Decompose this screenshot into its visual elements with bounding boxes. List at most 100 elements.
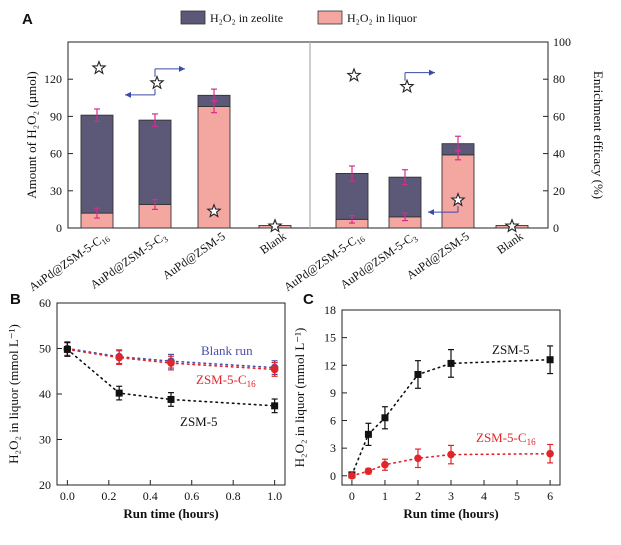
y-tick-label: 40 [39,387,51,401]
x-tick-label: 0 [349,489,355,503]
indicator-arrow-head [125,91,131,98]
y-axis-label: H₂O₂ in liquor (mmol L⁻¹) [292,328,307,468]
y2-tick-label: 60 [553,109,565,123]
y2-tick-label: 0 [553,221,559,235]
series-trend-line [66,347,276,369]
efficacy-star [149,74,165,90]
x-category-label: Blank [257,229,289,257]
data-point [271,402,279,410]
y-tick-label: 3 [330,441,336,455]
y-axis-label: Amount of H₂O₂ (µmol) [24,71,39,198]
error-bar-liquor [455,149,461,161]
data-point [63,345,71,353]
indicator-arrow [125,88,156,98]
error-bar-liquor [211,99,217,114]
series-label: Blank run [201,343,253,358]
error-bar-liquor [402,212,408,222]
y2-tick-label: 20 [553,184,565,198]
series-trend-line [351,358,551,476]
y-tick-label: 0 [330,469,336,483]
error-bar-liquor [94,207,100,219]
panel-letter-c: C [303,291,314,308]
y-tick-label: 30 [39,433,51,447]
error-bar-liquor [152,198,158,210]
x-axis-label: Run time (hours) [123,506,218,521]
data-point [546,356,554,364]
y-tick-label: 90 [50,109,62,123]
x-tick-label: 3 [448,489,454,503]
efficacy-star [206,203,222,218]
series-1: ZSM-5-C16 [348,430,554,480]
legend-label: H₂O₂ in liquor [347,11,417,25]
x-tick-label: 2 [415,489,421,503]
series-trend-line [66,348,276,407]
error-bar-liquor [349,215,355,224]
error-bar-total [152,113,158,127]
data-point [348,471,356,480]
x-tick-label: 0.4 [143,489,158,503]
y-tick-label: 60 [39,296,51,310]
series-trend-line [351,452,551,477]
indicator-arrow [154,65,185,77]
series-label: ZSM-5 [492,342,530,357]
data-point [414,454,422,463]
series-2: ZSM-5 [63,341,279,429]
y-tick-label: 15 [324,331,336,345]
legend-swatch [180,10,206,25]
data-point [447,359,455,367]
series-label: ZSM-5-C16 [476,430,536,447]
error-bar-total [349,165,355,182]
x-tick-label: 6 [547,489,553,503]
y-tick-label: 120 [44,72,62,86]
x-tick-label: 0.8 [226,489,241,503]
efficacy-star [91,59,107,75]
series-trend-line [66,348,276,371]
data-point [115,353,123,362]
legend: H₂O₂ in zeolite H₂O₂ in liquor [180,10,417,25]
data-point [381,460,389,469]
bar-zeolite [138,119,172,205]
y-tick-label: 30 [50,184,62,198]
data-point [546,449,554,458]
data-point [167,395,175,403]
legend-label: H₂O₂ in zeolite [210,11,283,25]
efficacy-star [504,218,520,233]
efficacy-star [450,192,466,207]
y2-tick-label: 100 [553,35,571,49]
x-tick-label: 4 [481,489,487,503]
y-tick-label: 0 [56,221,62,235]
efficacy-star [346,67,362,83]
indicator-arrow [428,206,459,216]
bar-liquor [441,154,475,229]
indicator-arrow-head [428,209,434,216]
data-point [364,430,372,438]
x-tick-label: 1.0 [267,489,282,503]
legend-swatch [317,10,343,25]
series-0: ZSM-5 [348,342,554,479]
data-point [364,467,373,475]
y-tick-label: 50 [39,342,51,356]
x-category-label: AuPd@ZSM-5 [160,229,228,282]
y-tick-label: 18 [324,303,336,317]
indicator-arrow-head [429,69,435,76]
efficacy-star [399,78,415,94]
y-tick-label: 60 [50,147,62,161]
panel-a-chart: A H₂O₂ in zeolite H₂O₂ in liquor 0 30 60 90 120… [22,10,606,296]
y2-tick-label: 40 [553,147,565,161]
y-tick-label: 20 [39,478,51,492]
x-category-label: Blank [494,229,526,257]
y-tick-label: 6 [330,414,336,428]
x-tick-label: 0.0 [60,489,75,503]
x-tick-label: 0.2 [101,489,116,503]
series-1: ZSM-5-C16 [63,341,279,389]
panel-b-chart: B 0.0 0.2 0.4 0.6 0.8 1.0 20 30 40 50 60 Run time (h… [6,291,286,521]
error-bar-total [94,108,100,122]
panel-letter-b: B [10,291,21,308]
efficacy-star [267,218,283,233]
y-axis-label: H₂O₂ in liquor (mmol L⁻¹) [6,324,21,464]
x-tick-label: 5 [514,489,520,503]
data-point [167,359,175,367]
y-tick-label: 12 [324,358,336,372]
